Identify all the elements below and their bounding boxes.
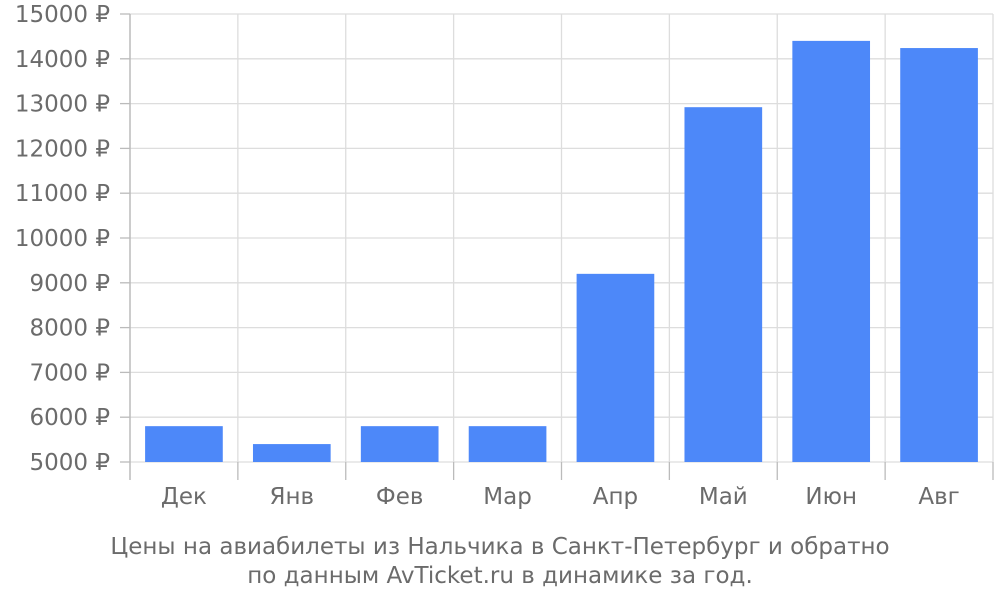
bar-7 <box>792 40 871 462</box>
x-tick-label: Фев <box>376 484 424 510</box>
y-tick-label: 12000 ₽ <box>15 136 110 162</box>
y-tick-label: 14000 ₽ <box>15 47 110 73</box>
bar-2 <box>252 444 331 462</box>
y-tick-label: 5000 ₽ <box>30 450 110 476</box>
bar-4 <box>468 426 547 462</box>
y-tick-label: 6000 ₽ <box>30 405 110 431</box>
bar-8 <box>900 48 978 462</box>
y-tick-label: 7000 ₽ <box>30 360 110 386</box>
x-tick-label: Апр <box>593 484 638 510</box>
x-tick-labels: Дек Янв Фев Мар Апр Май Июн Авг <box>161 484 960 510</box>
chart-caption-line-1: Цены на авиабилеты из Нальчика в Санкт-П… <box>110 534 890 560</box>
x-tick-label: Авг <box>918 484 959 510</box>
y-tick-label: 10000 ₽ <box>15 226 110 252</box>
bar-3 <box>360 426 439 462</box>
x-tick-label: Май <box>699 484 748 510</box>
y-tick-label: 15000 ₽ <box>15 2 110 28</box>
y-tick-label: 8000 ₽ <box>30 316 110 342</box>
x-tick-label: Дек <box>161 484 207 510</box>
bar-1 <box>145 426 223 462</box>
y-tick-label: 13000 ₽ <box>15 92 110 118</box>
axes <box>120 13 994 480</box>
bars <box>145 40 978 463</box>
bar-5 <box>576 273 655 462</box>
y-tick-label: 9000 ₽ <box>30 271 110 297</box>
bar-6 <box>684 107 763 463</box>
chart-caption-line-2: по данным AvTicket.ru в динамике за год. <box>247 563 753 589</box>
x-tick-label: Июн <box>805 484 857 510</box>
x-tick-label: Мар <box>483 484 532 510</box>
y-tick-labels: 5000 ₽ 6000 ₽ 7000 ₽ 8000 ₽ 9000 ₽ 10000 ₽ 110… <box>15 2 110 476</box>
grid-lines <box>130 13 994 463</box>
x-tick-label: Янв <box>270 484 315 510</box>
y-tick-label: 11000 ₽ <box>15 181 110 207</box>
